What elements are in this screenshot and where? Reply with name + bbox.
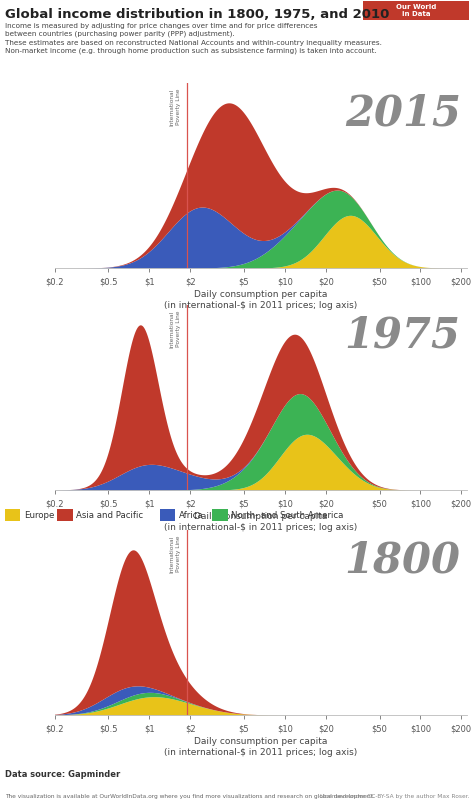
Text: Licensed under CC-BY-SA by the author Max Roser.: Licensed under CC-BY-SA by the author Ma…	[320, 794, 469, 799]
Text: International
Poverty Line: International Poverty Line	[170, 89, 181, 126]
Text: 1975: 1975	[345, 314, 461, 357]
Text: 2015: 2015	[345, 93, 461, 134]
Text: Africa: Africa	[179, 510, 203, 519]
Text: Our World
in Data: Our World in Data	[396, 4, 436, 17]
Text: Europe: Europe	[24, 510, 54, 519]
Text: International
Poverty Line: International Poverty Line	[170, 535, 181, 573]
X-axis label: Daily consumption per capita
(in international-$ in 2011 prices; log axis): Daily consumption per capita (in interna…	[164, 512, 357, 531]
Text: Asia and Pacific: Asia and Pacific	[76, 510, 144, 519]
Text: The visualization is available at OurWorldInData.org where you find more visuali: The visualization is available at OurWor…	[5, 794, 374, 799]
Text: Global income distribution in 1800, 1975, and 2010: Global income distribution in 1800, 1975…	[5, 8, 389, 21]
Text: North- and South America: North- and South America	[231, 510, 344, 519]
Text: Data source: Gapminder: Data source: Gapminder	[5, 770, 120, 779]
Text: 1800: 1800	[345, 539, 461, 581]
Text: Income is measured by adjusting for price changes over time and for price differ: Income is measured by adjusting for pric…	[5, 23, 382, 54]
Text: International
Poverty Line: International Poverty Line	[170, 311, 181, 348]
X-axis label: Daily consumption per capita
(in international-$ in 2011 prices; log axis): Daily consumption per capita (in interna…	[164, 737, 357, 757]
X-axis label: Daily consumption per capita
(in international-$ in 2011 prices; log axis): Daily consumption per capita (in interna…	[164, 290, 357, 310]
